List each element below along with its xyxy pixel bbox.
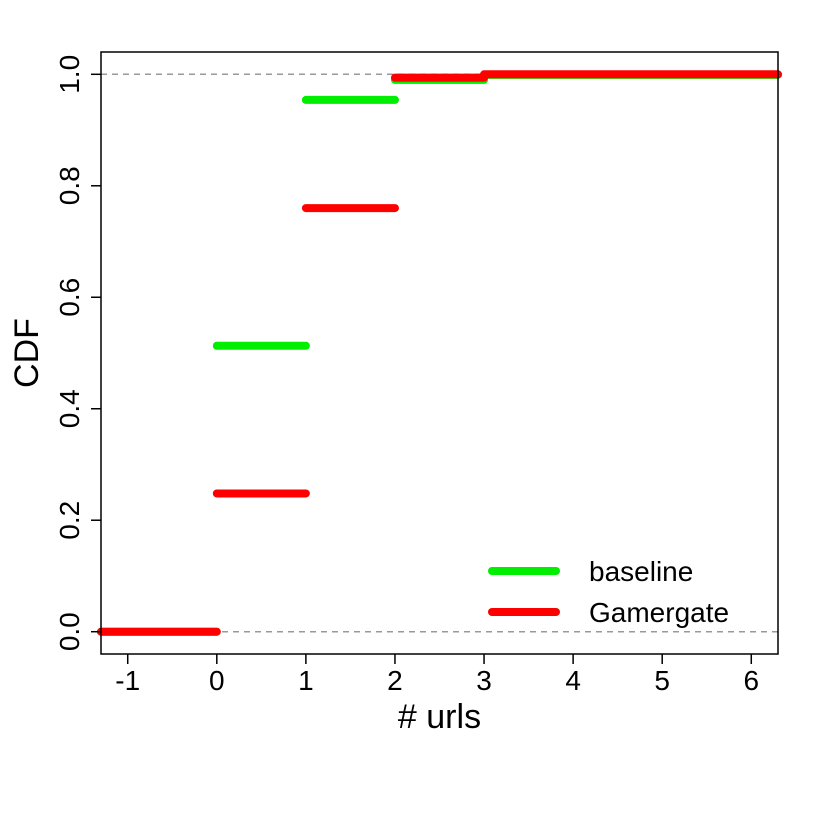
x-tick-label: 6: [743, 665, 759, 696]
series-baseline: [97, 70, 782, 636]
y-axis-title: CDF: [8, 318, 46, 388]
x-tick-label: 4: [565, 665, 581, 696]
series-layer: [97, 70, 782, 636]
x-tick-label: 3: [476, 665, 492, 696]
x-axis: -1 0 1 2 3 4 5 6: [115, 654, 759, 696]
y-tick-label: 0.0: [54, 612, 85, 651]
x-tick-label: 5: [654, 665, 670, 696]
y-tick-label: 0.8: [54, 166, 85, 205]
x-tick-label: 1: [298, 665, 314, 696]
y-tick-label: 0.2: [54, 501, 85, 540]
y-tick-label: 0.4: [54, 389, 85, 428]
y-tick-label: 1.0: [54, 55, 85, 94]
y-tick-label: 0.6: [54, 278, 85, 317]
reference-lines: [101, 73, 778, 633]
x-tick-label: -1: [115, 665, 140, 696]
legend-label-gamergate: Gamergate: [589, 597, 729, 628]
x-axis-title: # urls: [398, 698, 481, 736]
series-gamergate: [97, 70, 782, 636]
x-tick-label: 0: [209, 665, 225, 696]
legend: baseline Gamergate: [488, 556, 729, 628]
plot-frame: [100, 51, 779, 655]
y-axis: 0.0 0.2 0.4 0.6 0.8 1.0: [54, 55, 101, 651]
legend-label-baseline: baseline: [589, 556, 693, 587]
x-tick-label: 2: [387, 665, 403, 696]
